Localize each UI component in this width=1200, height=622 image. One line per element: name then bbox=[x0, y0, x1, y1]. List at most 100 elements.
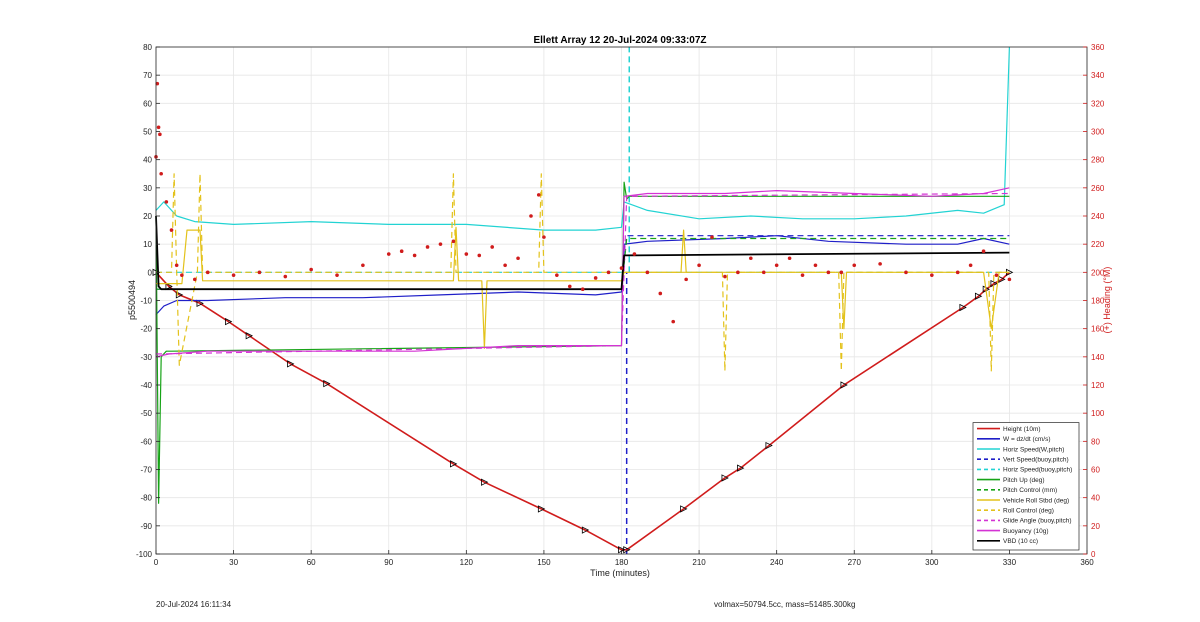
y-tick-label: -10 bbox=[140, 297, 152, 306]
right-y-tick-label: 20 bbox=[1091, 522, 1100, 531]
heading-point bbox=[464, 252, 469, 256]
plot-area bbox=[152, 46, 1014, 554]
heading-point bbox=[438, 242, 443, 246]
legend-entry-label: Horiz Speed(W,pitch) bbox=[1003, 446, 1064, 453]
heading-point bbox=[593, 276, 598, 280]
chart-title: Ellett Array 12 20-Jul-2024 09:33:07Z bbox=[533, 35, 706, 46]
height-marker bbox=[680, 505, 688, 513]
heading-point bbox=[542, 235, 546, 239]
y-axis-title: p5500494 bbox=[127, 280, 137, 320]
y-tick-label: 30 bbox=[143, 184, 152, 193]
heading-point bbox=[283, 274, 288, 279]
heading-point bbox=[994, 273, 999, 277]
x-tick-label: 330 bbox=[1003, 558, 1017, 567]
heading-point bbox=[955, 270, 960, 275]
legend-entry-label: Height (10m) bbox=[1003, 426, 1041, 433]
heading-point bbox=[529, 214, 533, 218]
heading-point bbox=[930, 273, 934, 277]
heading-point bbox=[852, 263, 857, 268]
height-marker bbox=[840, 381, 848, 389]
height-marker bbox=[581, 526, 590, 534]
heading-point bbox=[645, 270, 650, 275]
height-marker bbox=[175, 291, 184, 299]
right-y-tick-label: 360 bbox=[1091, 43, 1105, 52]
height-marker bbox=[737, 464, 745, 472]
heading-point bbox=[723, 274, 727, 279]
legend-entry-label: Horiz Speed(buoy,pitch) bbox=[1003, 467, 1072, 474]
heading-point bbox=[826, 270, 831, 275]
heading-point bbox=[671, 319, 676, 324]
legend-entry-label: Roll Control (deg) bbox=[1003, 508, 1054, 515]
heading-point bbox=[205, 270, 210, 275]
y-tick-label: 40 bbox=[143, 156, 152, 165]
legend-entry-label: Vehicle Roll Stbd (deg) bbox=[1003, 497, 1069, 504]
right-y-tick-label: 40 bbox=[1091, 494, 1100, 503]
y-tick-label: -30 bbox=[140, 353, 152, 362]
heading-point bbox=[800, 273, 805, 277]
heading-point bbox=[749, 256, 753, 261]
height-marker bbox=[450, 460, 458, 468]
right-y-tick-label: 280 bbox=[1091, 156, 1105, 165]
y-tick-label: -90 bbox=[140, 522, 152, 531]
right-y-tick-label: 160 bbox=[1091, 325, 1105, 334]
y-tick-label: -60 bbox=[140, 437, 152, 446]
series-line-height-10m bbox=[155, 271, 1010, 551]
right-y-tick-label: 140 bbox=[1091, 353, 1105, 362]
heading-point bbox=[968, 263, 973, 268]
series-line-buoyancy-10g bbox=[155, 187, 1010, 358]
height-marker bbox=[765, 441, 773, 450]
heading-point bbox=[555, 273, 559, 277]
heading-point bbox=[580, 287, 585, 292]
heading-point bbox=[1007, 277, 1012, 282]
x-tick-label: 240 bbox=[770, 558, 784, 567]
heading-point bbox=[761, 270, 766, 275]
series-line-horiz-speed-w-pitch bbox=[155, 46, 1010, 231]
right-y-tick-label: 320 bbox=[1091, 99, 1105, 108]
height-marker bbox=[225, 317, 233, 326]
legend-entry-label: Buoyancy (10g) bbox=[1003, 528, 1049, 535]
x-tick-label: 90 bbox=[384, 558, 393, 567]
heading-point bbox=[335, 273, 339, 277]
y-tick-label: 60 bbox=[143, 99, 152, 108]
x-tick-label: 300 bbox=[925, 558, 939, 567]
heading-point bbox=[192, 277, 197, 282]
right-y-tick-label: 60 bbox=[1091, 466, 1100, 475]
series-line-glide-angle-buoy-pitch bbox=[155, 192, 1010, 355]
heading-point bbox=[159, 171, 163, 176]
right-y-tick-label: 240 bbox=[1091, 212, 1105, 221]
heading-point bbox=[632, 252, 637, 256]
heading-point bbox=[904, 270, 908, 275]
heading-point bbox=[361, 263, 365, 268]
heading-outlier-point bbox=[156, 125, 161, 130]
y-tick-label: -100 bbox=[136, 550, 153, 559]
right-y-tick-label: 100 bbox=[1091, 409, 1105, 418]
heading-point bbox=[878, 262, 882, 266]
x-tick-label: 360 bbox=[1080, 558, 1094, 567]
x-tick-label: 150 bbox=[537, 558, 551, 567]
heading-point bbox=[386, 252, 391, 256]
heading-point bbox=[412, 253, 417, 258]
axes: 0 30 60 90 120 150 180 210 240 270 300 330 360-100-9… bbox=[136, 43, 1105, 567]
heading-point bbox=[231, 273, 236, 277]
y-tick-label: -40 bbox=[140, 381, 152, 390]
x-tick-label: 60 bbox=[307, 558, 316, 567]
heading-point bbox=[169, 228, 174, 232]
right-y-tick-label: 0 bbox=[1091, 550, 1096, 559]
heading-point bbox=[710, 235, 714, 239]
heading-point bbox=[567, 284, 572, 289]
x-tick-label: 120 bbox=[460, 558, 474, 567]
right-y-tick-label: 260 bbox=[1091, 184, 1105, 193]
series-line-vbd-10-cc bbox=[155, 215, 1010, 291]
y-tick-label: 70 bbox=[143, 71, 152, 80]
y-tick-label: 50 bbox=[143, 128, 152, 137]
heading-point bbox=[774, 263, 779, 268]
heading-point bbox=[477, 253, 482, 258]
heading-point bbox=[451, 239, 456, 244]
right-y-tick-label: 200 bbox=[1091, 268, 1105, 277]
legend: Height (10m) W = dz/dt (cm/s) Horiz Speed(… bbox=[972, 422, 1080, 551]
right-y-tick-label: 180 bbox=[1091, 297, 1105, 306]
legend-entry-label: Vert Speed(buoy,pitch) bbox=[1003, 457, 1069, 464]
legend-box bbox=[972, 422, 1080, 551]
right-y-tick-label: 80 bbox=[1091, 437, 1100, 446]
height-marker bbox=[959, 303, 967, 312]
